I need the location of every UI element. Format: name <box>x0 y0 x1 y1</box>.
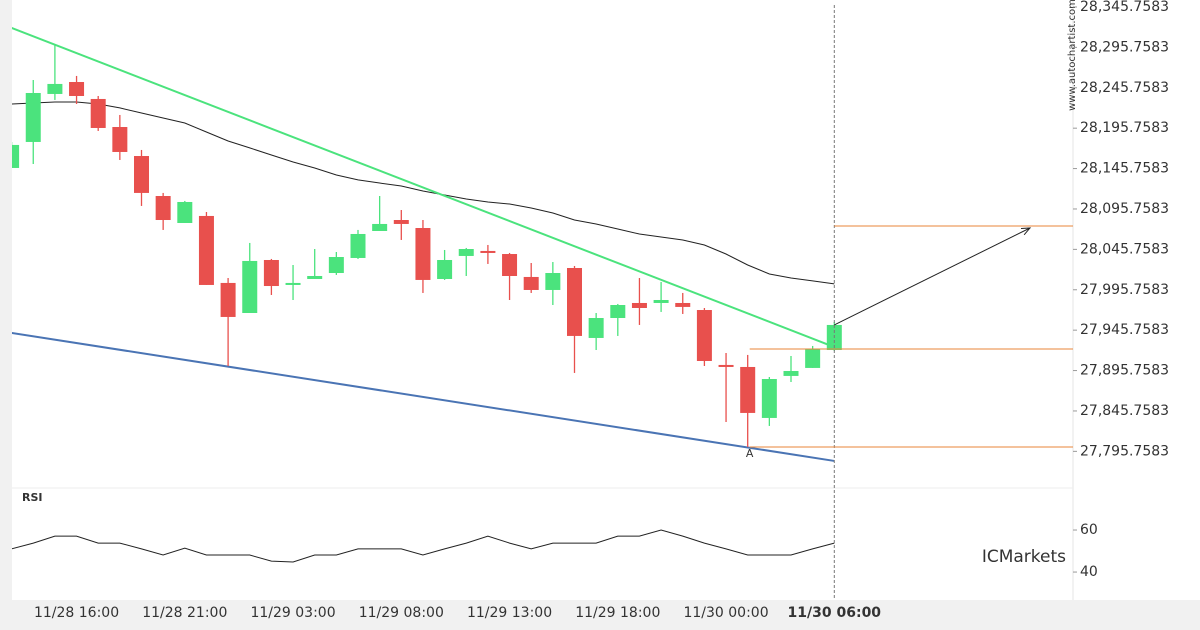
y-tick-label: 28,145.7583 <box>1080 161 1169 177</box>
rsi-tick-label: 40 <box>1080 564 1098 580</box>
candle-body <box>783 371 799 376</box>
y-tick-label: 27,795.7583 <box>1080 443 1169 459</box>
candle-body <box>25 92 41 142</box>
y-tick-label: 28,095.7583 <box>1080 201 1169 217</box>
moving-average <box>12 101 835 285</box>
candle-body <box>567 267 582 336</box>
watermark: www.autochartist.com <box>1067 0 1078 111</box>
candle-body <box>610 305 626 319</box>
candle-body <box>285 282 301 285</box>
candle-body <box>112 127 128 152</box>
x-tick-label: 11/29 13:00 <box>467 605 552 621</box>
arrow-head <box>1020 227 1032 236</box>
candle-body <box>47 83 63 94</box>
candle-body <box>740 366 756 413</box>
candle-body <box>90 98 106 128</box>
candle-body <box>502 254 518 276</box>
y-tick-label: 28,045.7583 <box>1080 241 1169 257</box>
projection-arrow <box>834 227 1031 326</box>
candle-body <box>523 276 539 290</box>
candle-body <box>372 223 388 231</box>
trendline <box>12 27 835 348</box>
x-tick-label: 11/28 21:00 <box>142 605 227 621</box>
candle-body <box>350 233 366 258</box>
y-tick-label: 28,345.7583 <box>1080 0 1169 15</box>
candle-body <box>588 318 604 338</box>
candle-body <box>328 257 344 274</box>
candle-body <box>653 299 669 303</box>
rsi-title: RSI <box>22 491 43 504</box>
candle-body <box>437 259 453 279</box>
candle-body <box>761 379 777 418</box>
candle-body <box>675 302 691 307</box>
candle-body <box>177 201 193 223</box>
candle-body <box>480 250 496 253</box>
candle-body <box>242 260 258 313</box>
candle-body <box>155 196 171 221</box>
y-tick-label: 28,245.7583 <box>1080 80 1169 96</box>
annotation: A <box>746 447 754 460</box>
candle-body <box>805 348 821 368</box>
candle-body <box>696 310 712 361</box>
y-tick-label: 27,945.7583 <box>1080 322 1169 338</box>
candle-body <box>307 275 323 279</box>
candle-body <box>458 249 474 256</box>
x-tick-label: 11/30 00:00 <box>683 605 768 621</box>
y-tick-label: 27,895.7583 <box>1080 363 1169 379</box>
x-tick-label: 11/29 18:00 <box>575 605 660 621</box>
x-tick-label: 11/29 08:00 <box>359 605 444 621</box>
candle-body <box>718 364 734 367</box>
candle-body <box>631 302 647 308</box>
y-tick-label: 27,845.7583 <box>1080 403 1169 419</box>
logo: ICMarkets <box>982 547 1066 567</box>
trendline <box>12 332 835 462</box>
candle-body <box>545 273 561 290</box>
candle-body <box>393 220 409 224</box>
x-axis-band <box>0 600 1200 630</box>
left-band <box>0 0 12 600</box>
candle-body <box>12 144 20 168</box>
rsi-tick-label: 60 <box>1080 522 1098 538</box>
candle-body <box>69 82 85 96</box>
x-tick-label: 11/28 16:00 <box>34 605 119 621</box>
x-tick-label: 11/30 06:00 <box>788 605 882 621</box>
candle-body <box>263 259 279 287</box>
rsi-line <box>12 529 835 563</box>
candle-body <box>415 228 431 280</box>
candle-body <box>220 282 236 317</box>
y-tick-label: 27,995.7583 <box>1080 282 1169 298</box>
y-tick-label: 28,295.7583 <box>1080 39 1169 55</box>
candle-body <box>198 215 214 285</box>
x-tick-label: 11/29 03:00 <box>250 605 335 621</box>
candle-body <box>134 156 149 193</box>
y-tick-label: 28,195.7583 <box>1080 120 1169 136</box>
plot <box>12 27 842 563</box>
